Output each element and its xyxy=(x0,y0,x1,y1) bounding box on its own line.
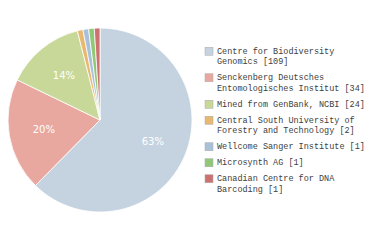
legend-swatch xyxy=(205,100,213,108)
data-label: 20% xyxy=(33,124,55,135)
data-label: 14% xyxy=(53,70,75,81)
legend-entry: Centre for BiodiversityGenomics [109] xyxy=(217,47,334,68)
legend-swatch xyxy=(205,143,213,151)
slice xyxy=(89,28,100,120)
data-labels: 63% 20% 14% xyxy=(33,70,164,147)
legend-entry: Mined from GenBank, NCBI [24] xyxy=(217,100,365,110)
legend-swatch xyxy=(205,175,213,183)
slices xyxy=(8,28,192,212)
data-label: 63% xyxy=(142,136,164,147)
legend-entry: Wellcome Sanger Institute [1] xyxy=(217,142,365,152)
legend-swatch xyxy=(205,159,213,167)
legend-entry: Central South University ofForestry and … xyxy=(217,116,355,137)
legend-entry: Senckenberg DeutschesEntomologisches Ins… xyxy=(217,73,365,94)
slice xyxy=(83,29,100,120)
legend-swatch xyxy=(205,74,213,82)
legend: Centre for BiodiversityGenomics [109] Sen… xyxy=(205,47,365,195)
slice xyxy=(94,28,100,120)
legend-entry: Microsynth AG [1] xyxy=(217,158,304,168)
chart: 63% 20% 14% Centre for BiodiversityGenomics… xyxy=(0,0,380,240)
legend-swatch xyxy=(205,116,213,124)
legend-swatch xyxy=(205,47,213,55)
legend-entry: Canadian Centre for DNABarcoding [1] xyxy=(217,174,335,195)
